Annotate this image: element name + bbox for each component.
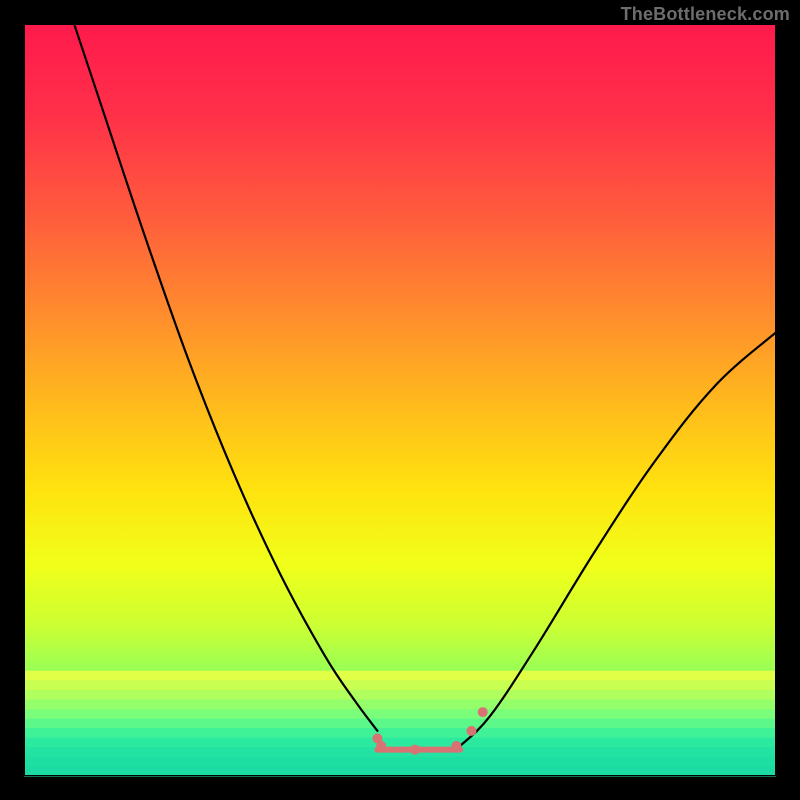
bottleneck-chart	[0, 0, 800, 800]
chart-container: TheBottleneck.com	[0, 0, 800, 800]
optimal-zone-marker	[376, 741, 386, 751]
optimal-zone-marker	[466, 726, 476, 736]
optimal-zone-marker	[451, 741, 461, 751]
optimal-zone-marker	[410, 745, 420, 755]
watermark-label: TheBottleneck.com	[621, 4, 790, 25]
optimal-zone-marker	[478, 707, 488, 717]
